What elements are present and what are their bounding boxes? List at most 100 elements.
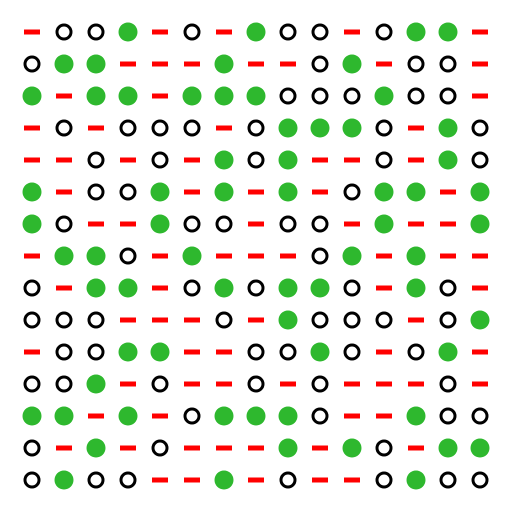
red-dash <box>24 125 40 131</box>
black-ring <box>471 407 489 425</box>
green-dot <box>214 86 234 106</box>
red-dash <box>408 381 424 387</box>
red-dash <box>376 285 392 291</box>
black-ring <box>311 55 329 73</box>
black-ring <box>247 375 265 393</box>
red-dash <box>344 221 360 227</box>
red-dash <box>88 125 104 131</box>
red-dash <box>24 253 40 259</box>
green-dot <box>342 438 362 458</box>
red-dash <box>248 221 264 227</box>
black-ring <box>439 311 457 329</box>
green-dot <box>438 342 458 362</box>
red-dash <box>120 61 136 67</box>
red-dash <box>248 317 264 323</box>
green-dot <box>470 310 490 330</box>
green-dot <box>214 150 234 170</box>
black-ring <box>119 471 137 489</box>
red-dash <box>56 93 72 99</box>
green-dot <box>246 406 266 426</box>
green-dot <box>118 342 138 362</box>
black-ring <box>279 23 297 41</box>
red-dash <box>184 189 200 195</box>
red-dash <box>472 29 488 35</box>
black-ring <box>23 279 41 297</box>
black-ring <box>311 215 329 233</box>
green-dot <box>278 406 298 426</box>
red-dash <box>376 381 392 387</box>
red-dash <box>248 445 264 451</box>
black-ring <box>279 343 297 361</box>
black-ring <box>311 407 329 425</box>
black-ring <box>375 439 393 457</box>
black-ring <box>55 343 73 361</box>
green-dot <box>310 118 330 138</box>
black-ring <box>151 439 169 457</box>
black-ring <box>311 87 329 105</box>
red-dash <box>344 381 360 387</box>
red-dash <box>120 317 136 323</box>
green-dot <box>278 438 298 458</box>
red-dash <box>120 157 136 163</box>
black-ring <box>343 87 361 105</box>
red-dash <box>216 29 232 35</box>
green-dot <box>278 118 298 138</box>
green-dot <box>86 246 106 266</box>
black-ring <box>311 311 329 329</box>
red-dash <box>248 253 264 259</box>
red-dash <box>280 381 296 387</box>
green-dot <box>406 22 426 42</box>
green-dot <box>278 278 298 298</box>
green-dot <box>214 54 234 74</box>
black-ring <box>343 279 361 297</box>
black-ring <box>439 87 457 105</box>
red-dash <box>376 349 392 355</box>
green-dot <box>22 406 42 426</box>
green-dot <box>438 438 458 458</box>
black-ring <box>279 87 297 105</box>
green-dot <box>214 470 234 490</box>
red-dash <box>312 157 328 163</box>
green-dot <box>182 86 202 106</box>
green-dot <box>118 86 138 106</box>
green-dot <box>86 278 106 298</box>
green-dot <box>150 342 170 362</box>
black-ring <box>119 183 137 201</box>
black-ring <box>471 471 489 489</box>
red-dash <box>472 61 488 67</box>
green-dot <box>278 182 298 202</box>
red-dash <box>216 125 232 131</box>
black-ring <box>439 471 457 489</box>
red-dash <box>408 125 424 131</box>
red-dash <box>120 445 136 451</box>
red-dash <box>24 157 40 163</box>
red-dash <box>376 253 392 259</box>
green-dot <box>406 246 426 266</box>
black-ring <box>407 343 425 361</box>
black-ring <box>119 119 137 137</box>
black-ring <box>247 119 265 137</box>
black-ring <box>343 183 361 201</box>
red-dash <box>184 477 200 483</box>
black-ring <box>183 407 201 425</box>
green-dot <box>22 182 42 202</box>
red-dash <box>88 221 104 227</box>
red-dash <box>152 413 168 419</box>
red-dash <box>408 317 424 323</box>
black-ring <box>375 151 393 169</box>
black-ring <box>407 55 425 73</box>
black-ring <box>279 215 297 233</box>
red-dash <box>248 477 264 483</box>
red-dash <box>56 189 72 195</box>
black-ring <box>375 119 393 137</box>
red-dash <box>152 93 168 99</box>
red-dash <box>184 381 200 387</box>
green-dot <box>54 406 74 426</box>
green-dot <box>278 310 298 330</box>
green-dot <box>22 214 42 234</box>
red-dash <box>344 29 360 35</box>
black-ring <box>375 471 393 489</box>
red-dash <box>24 29 40 35</box>
red-dash <box>248 61 264 67</box>
